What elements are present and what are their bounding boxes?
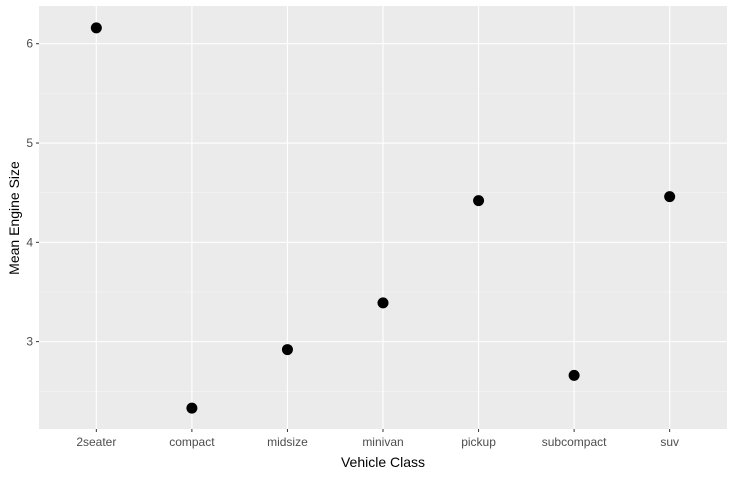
- data-point: [664, 191, 676, 203]
- data-point: [473, 195, 485, 207]
- y-tick-label: 4: [26, 235, 33, 249]
- x-tick-label: suv: [660, 435, 679, 449]
- x-axis-title: Vehicle Class: [341, 454, 425, 470]
- data-points: [90, 22, 676, 414]
- y-tick-label: 5: [26, 136, 33, 150]
- x-axis: 2seater compact midsize minivan pickup subcom…: [76, 429, 679, 449]
- data-point: [377, 297, 389, 309]
- x-tick-label: minivan: [362, 435, 403, 449]
- y-tick-label: 6: [26, 37, 33, 51]
- data-point: [90, 22, 102, 34]
- major-gridlines: [39, 6, 727, 429]
- y-axis: 3 4 5 6: [26, 37, 39, 349]
- x-tick-label: pickup: [461, 435, 496, 449]
- x-tick-label: compact: [169, 435, 215, 449]
- y-axis-title: Mean Engine Size: [6, 161, 22, 275]
- x-tick-label: subcompact: [542, 435, 607, 449]
- y-tick-label: 3: [26, 335, 33, 349]
- data-point: [281, 344, 293, 356]
- x-tick-label: midsize: [267, 435, 308, 449]
- data-point: [186, 402, 198, 414]
- x-tick-label: 2seater: [76, 435, 116, 449]
- data-point: [568, 369, 580, 381]
